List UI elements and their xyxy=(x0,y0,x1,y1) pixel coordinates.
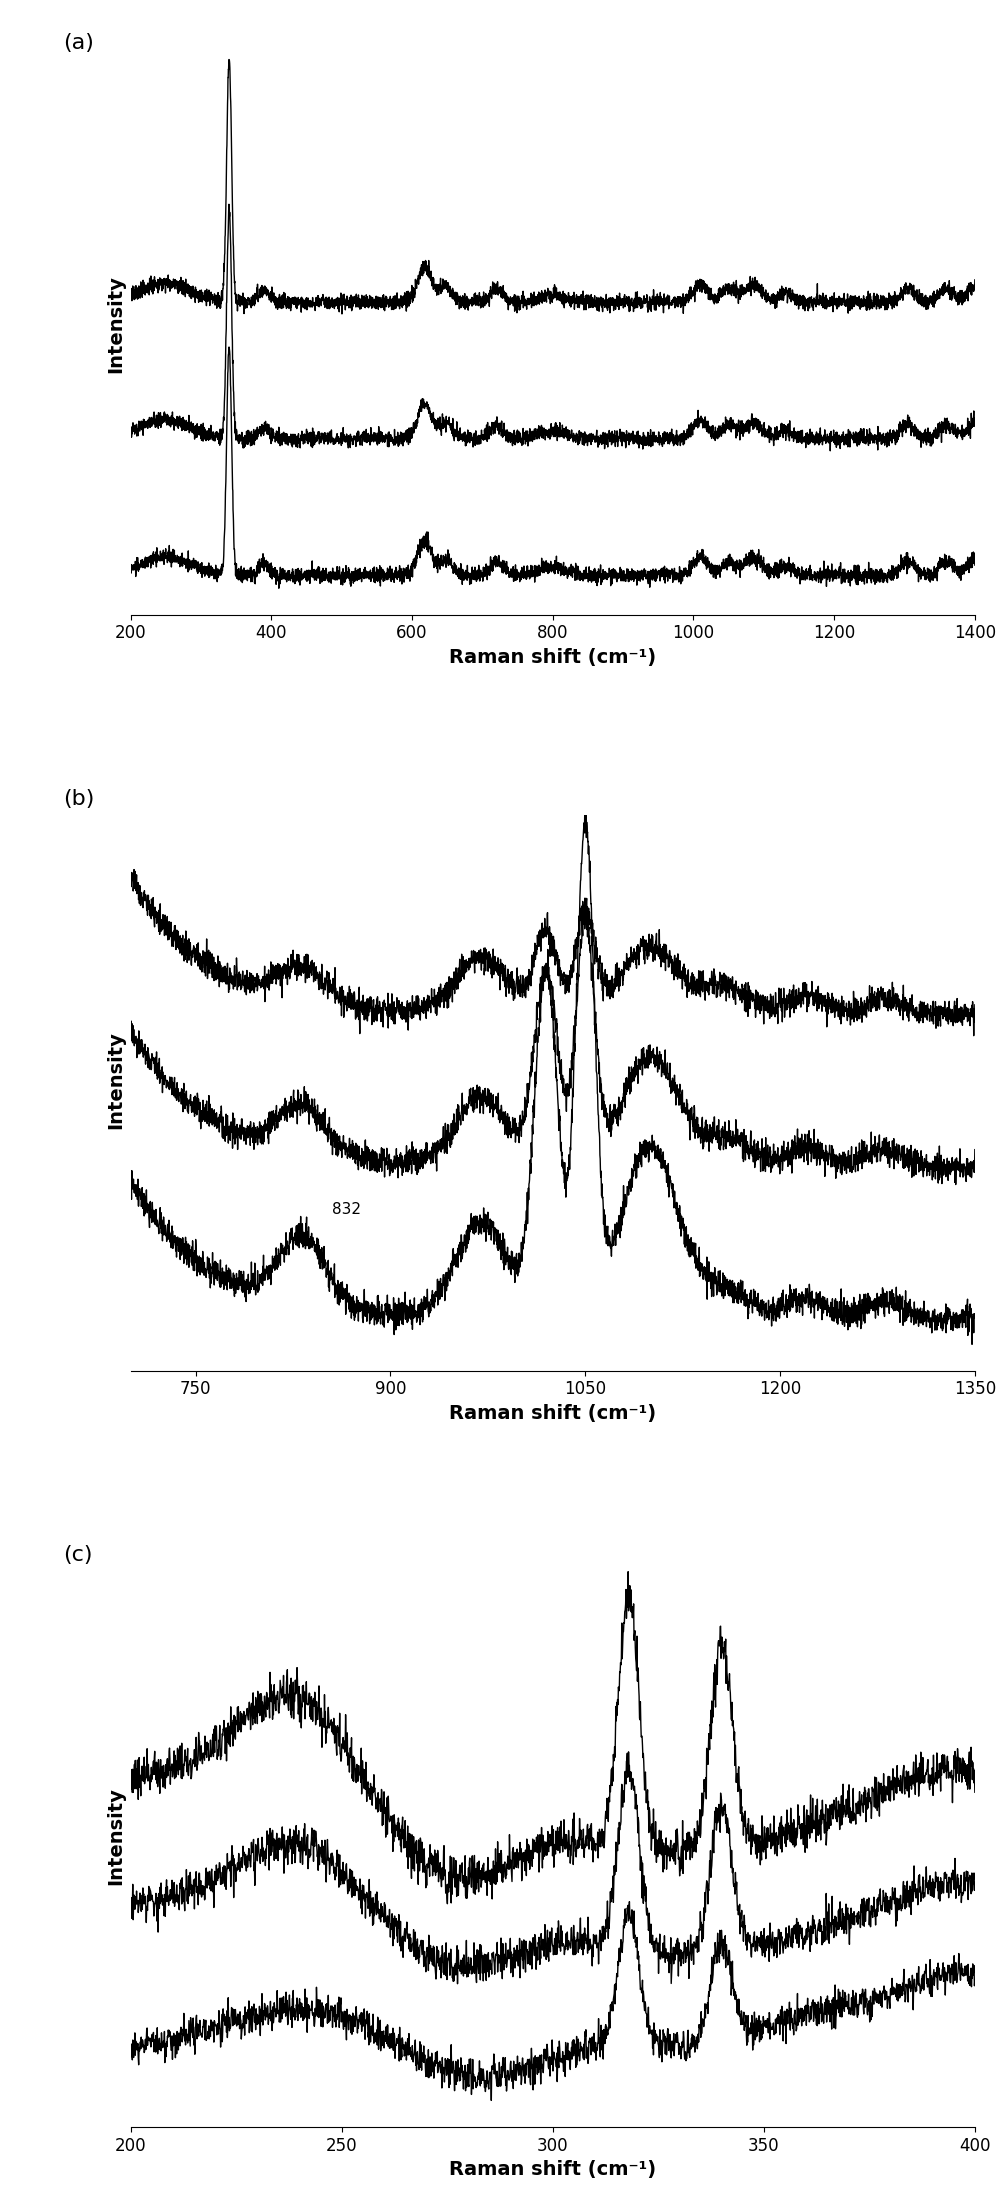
Y-axis label: Intensity: Intensity xyxy=(107,1031,125,1128)
Y-axis label: Intensity: Intensity xyxy=(107,1787,125,1884)
Y-axis label: Intensity: Intensity xyxy=(107,276,125,372)
Text: (a): (a) xyxy=(63,33,94,53)
X-axis label: Raman shift (cm⁻¹): Raman shift (cm⁻¹) xyxy=(449,648,656,668)
Text: (b): (b) xyxy=(63,789,94,809)
X-axis label: Raman shift (cm⁻¹): Raman shift (cm⁻¹) xyxy=(449,1404,656,1424)
X-axis label: Raman shift (cm⁻¹): Raman shift (cm⁻¹) xyxy=(449,2160,656,2180)
Text: (c): (c) xyxy=(63,1545,92,1565)
Text: 832: 832 xyxy=(332,1201,361,1217)
